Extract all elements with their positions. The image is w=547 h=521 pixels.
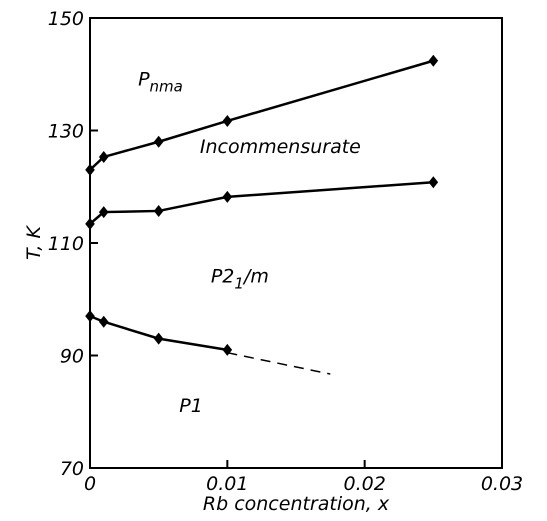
phase-label-text: P [138,69,150,91]
phase-boundary [89,181,434,225]
data-point [222,114,233,127]
y-tick-label: 150 [48,8,84,30]
x-tick-label: 0.02 [344,473,386,495]
data-point [222,343,233,356]
data-point [85,310,95,323]
y-tick-label: 110 [48,233,84,255]
phase-boundary [89,314,228,352]
phase-label-subscript: 1 [234,274,244,292]
x-tick-label: 0.01 [206,473,248,495]
data-point [428,176,439,189]
phase-label: Incommensurate [200,136,361,158]
y-tick-label: 130 [48,121,84,143]
dashed-extension [227,351,331,375]
data-point [85,217,95,230]
data-point [222,190,233,203]
phase-label: Pnma [138,69,183,96]
phase-label-text: P2 [211,265,235,287]
phase-label-text: Incommensurate [200,136,361,158]
phase-label-rest: /m [242,265,269,287]
x-tick-label: 0 [84,473,96,495]
phase-label-subscript: nma [150,78,183,96]
phase-label-text: P1 [179,395,203,417]
data-point [98,206,109,219]
data-point [98,315,109,328]
phase-label: P1 [179,395,203,417]
data-point [428,54,439,67]
data-point [85,163,95,176]
data-point [98,150,109,163]
y-tick-label: 70 [60,458,84,480]
y-axis-label: T, K [23,225,45,260]
x-axis-label: Rb concentration, x [203,493,390,515]
data-point [153,135,164,148]
phase-label: P21/m [211,265,269,292]
data-point [153,332,164,345]
y-tick-label: 90 [60,346,84,368]
x-tick-label: 0.03 [481,473,523,495]
data-point [153,204,164,217]
